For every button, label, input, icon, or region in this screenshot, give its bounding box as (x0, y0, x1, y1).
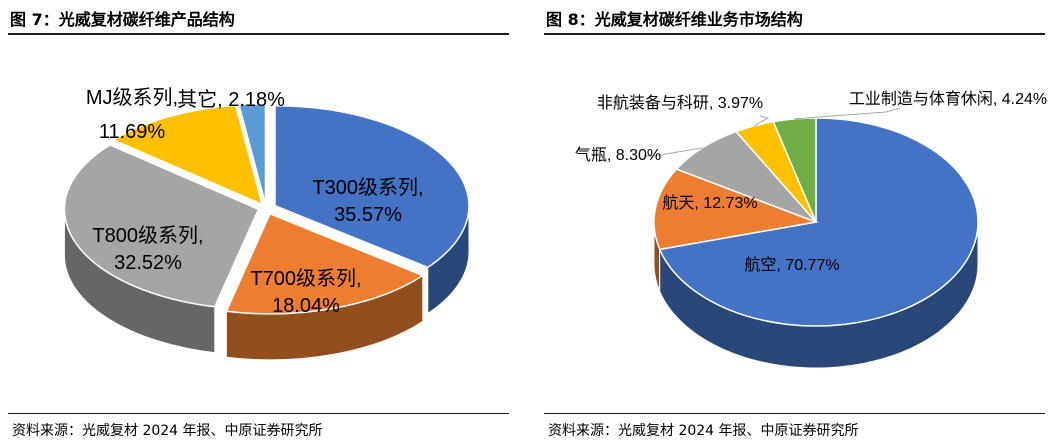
title-rule (8, 33, 509, 35)
leader-line (753, 115, 770, 127)
figure-title: 图 7：光威复材碳纤维产品结构 (10, 10, 235, 29)
figure-title: 图 8：光威复材碳纤维业务市场结构 (546, 10, 803, 29)
figure-8-panel: 图 8：光威复材碳纤维业务市场结构 航空, 70.77% 航天, 12.73% 气瓶… (536, 0, 1053, 446)
data-label-slice-4: 工业制造与体育休闲, 4.24% (849, 90, 1047, 108)
data-label-slice-0: 航空, 70.77% (744, 256, 839, 274)
pie-slice-1 (653, 168, 819, 251)
pie-label-layer: T300级系列, 35.57% T700级系列, 18.04% T800级系列, 32.5… (86, 86, 424, 317)
pie-slice-3 (112, 104, 264, 206)
data-label-slice-0: T300级系列, 35.57% (312, 176, 423, 226)
pie-slice-4 (238, 103, 267, 205)
leader-line (644, 147, 703, 157)
source-rule (8, 413, 509, 414)
product-structure-pie-chart: T300级系列, 35.57% T700级系列, 18.04% T800级系列, 32.5… (63, 86, 470, 361)
data-label-slice-2: T800级系列, 32.52% (92, 224, 203, 274)
data-label-slice-3: MJ级系列, 11.69% (86, 86, 178, 143)
leader-line (794, 107, 901, 120)
pie-slice-2 (63, 144, 260, 308)
data-label-slice-2: 气瓶, 8.30% (575, 146, 661, 164)
data-label-slice-1: T700级系列, 18.04% (250, 267, 361, 317)
pie-top-layer (63, 103, 470, 315)
pie-slice-1 (225, 212, 425, 315)
data-label-slice-4: 其它, 2.18% (177, 88, 285, 111)
market-structure-pie-chart: 航空, 70.77% 航天, 12.73% 气瓶, 8.30% 非航装备与科研, 3.… (575, 90, 1047, 369)
pie-top-layer (653, 117, 979, 327)
pie-slice-0 (274, 104, 470, 269)
title-rule (544, 33, 1045, 35)
data-label-slice-1: 航天, 12.73% (662, 194, 757, 212)
source-note: 资料来源：光威复材 2024 年报、中原证券研究所 (12, 423, 323, 439)
data-label-slice-3: 非航装备与科研, 3.97% (597, 94, 763, 112)
source-rule (544, 413, 1045, 414)
pie-slice-0 (658, 117, 979, 327)
pie-label-layer: 航空, 70.77% 航天, 12.73% 气瓶, 8.30% 非航装备与科研, 3.… (575, 90, 1047, 274)
figure-7-panel: 图 7：光威复材碳纤维产品结构 T300级系列, 35.57% T700级系列, 18… (0, 0, 517, 446)
source-note: 资料来源：光威复材 2024 年报、中原证券研究所 (548, 423, 859, 439)
